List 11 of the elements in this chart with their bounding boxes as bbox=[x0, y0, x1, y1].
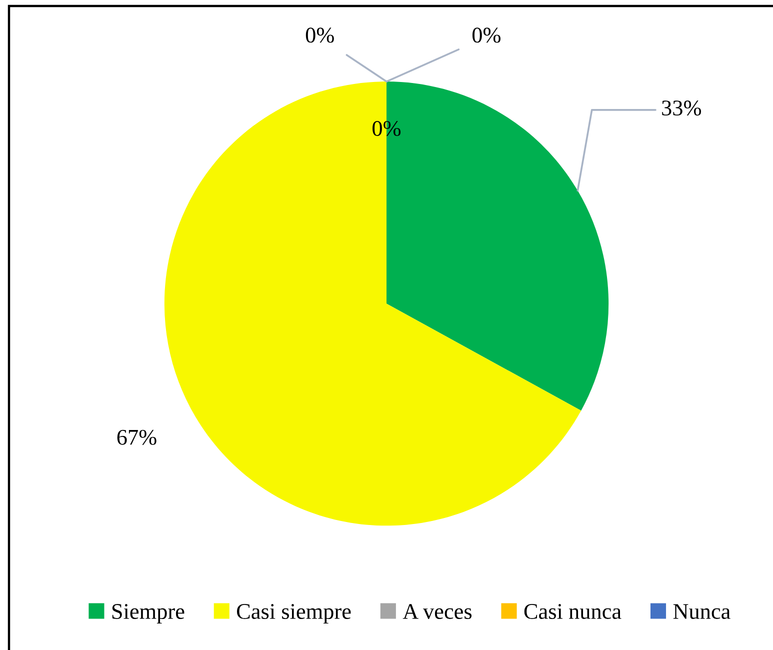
legend-label: A veces bbox=[402, 604, 472, 619]
text: 0% bbox=[372, 120, 401, 136]
legend-label: Casi nunca bbox=[524, 604, 622, 619]
legend-label: Siempre bbox=[112, 604, 184, 624]
pie-slice bbox=[164, 82, 582, 526]
data-label: 67% bbox=[117, 430, 156, 445]
text: 0% bbox=[306, 28, 334, 43]
data-label: 33% bbox=[662, 100, 702, 116]
legend-label: Nunca bbox=[673, 604, 730, 619]
legend-label: Casi siempre bbox=[236, 604, 351, 624]
text: 0% bbox=[472, 28, 500, 43]
